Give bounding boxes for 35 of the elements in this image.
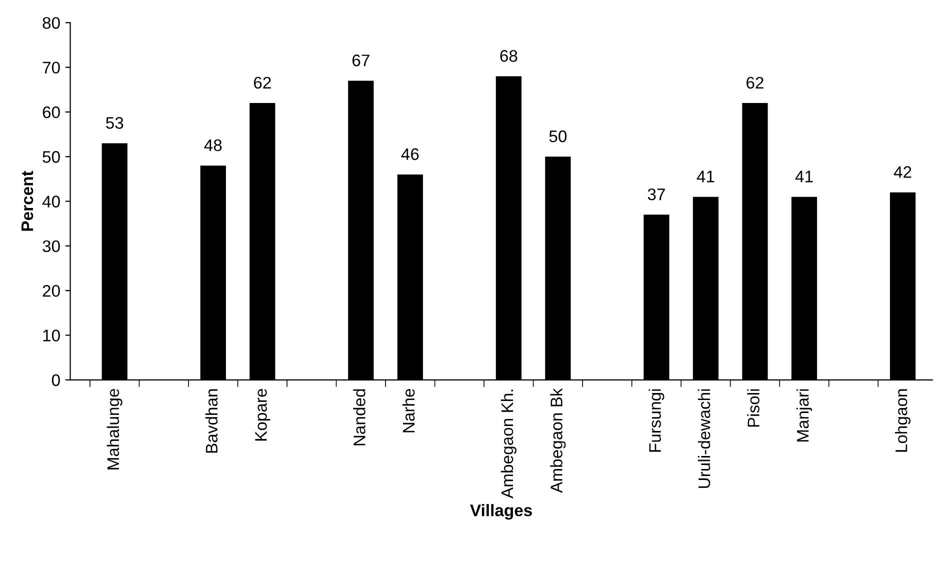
data-label: 48 xyxy=(204,139,222,152)
data-label: 46 xyxy=(401,148,419,160)
data-label: 53 xyxy=(106,117,124,129)
x-tick-label: Ambegaon Kh. xyxy=(500,390,516,498)
data-label: 41 xyxy=(696,170,714,182)
data-label: 62 xyxy=(254,76,271,89)
y-tick-label: 70 xyxy=(42,62,60,74)
y-tick-label: 30 xyxy=(42,240,60,252)
y-tick-label: 10 xyxy=(43,330,60,342)
y-tick-label: 60 xyxy=(42,106,60,118)
data-label: 68 xyxy=(500,50,518,62)
x-tick-label: Bavdhan xyxy=(205,389,218,453)
x-tick-label: Ambegaon Bk xyxy=(550,388,566,493)
x-tick-label: Pisoli xyxy=(747,389,760,427)
x-tick-label: Fursungi xyxy=(648,389,664,452)
y-tick-label: 80 xyxy=(42,17,60,29)
data-label: 67 xyxy=(352,54,370,66)
data-label: 42 xyxy=(894,166,912,178)
x-tick-label: Mahalunge xyxy=(106,388,122,470)
data-label: 50 xyxy=(549,130,567,142)
x-axis-title: Villages xyxy=(470,504,532,520)
x-tick-label: Kopare xyxy=(255,388,270,441)
x-tick-label: Uruli-dewachi xyxy=(698,389,710,488)
y-tick-label: 0 xyxy=(52,374,60,386)
y-axis-title: Percent xyxy=(22,170,34,231)
y-tick-label: 50 xyxy=(42,151,60,163)
x-tick-label: Manjari xyxy=(796,389,812,442)
data-label: 41 xyxy=(795,170,813,182)
y-tick-label: 20 xyxy=(42,284,60,297)
x-tick-label: Lohgaon xyxy=(894,389,911,452)
x-tick-label: Narhe xyxy=(402,388,415,432)
data-label: 37 xyxy=(648,188,665,200)
y-tick-label: 40 xyxy=(42,196,60,208)
x-tick-label: Nanded xyxy=(353,389,366,446)
data-label: 62 xyxy=(746,76,764,89)
